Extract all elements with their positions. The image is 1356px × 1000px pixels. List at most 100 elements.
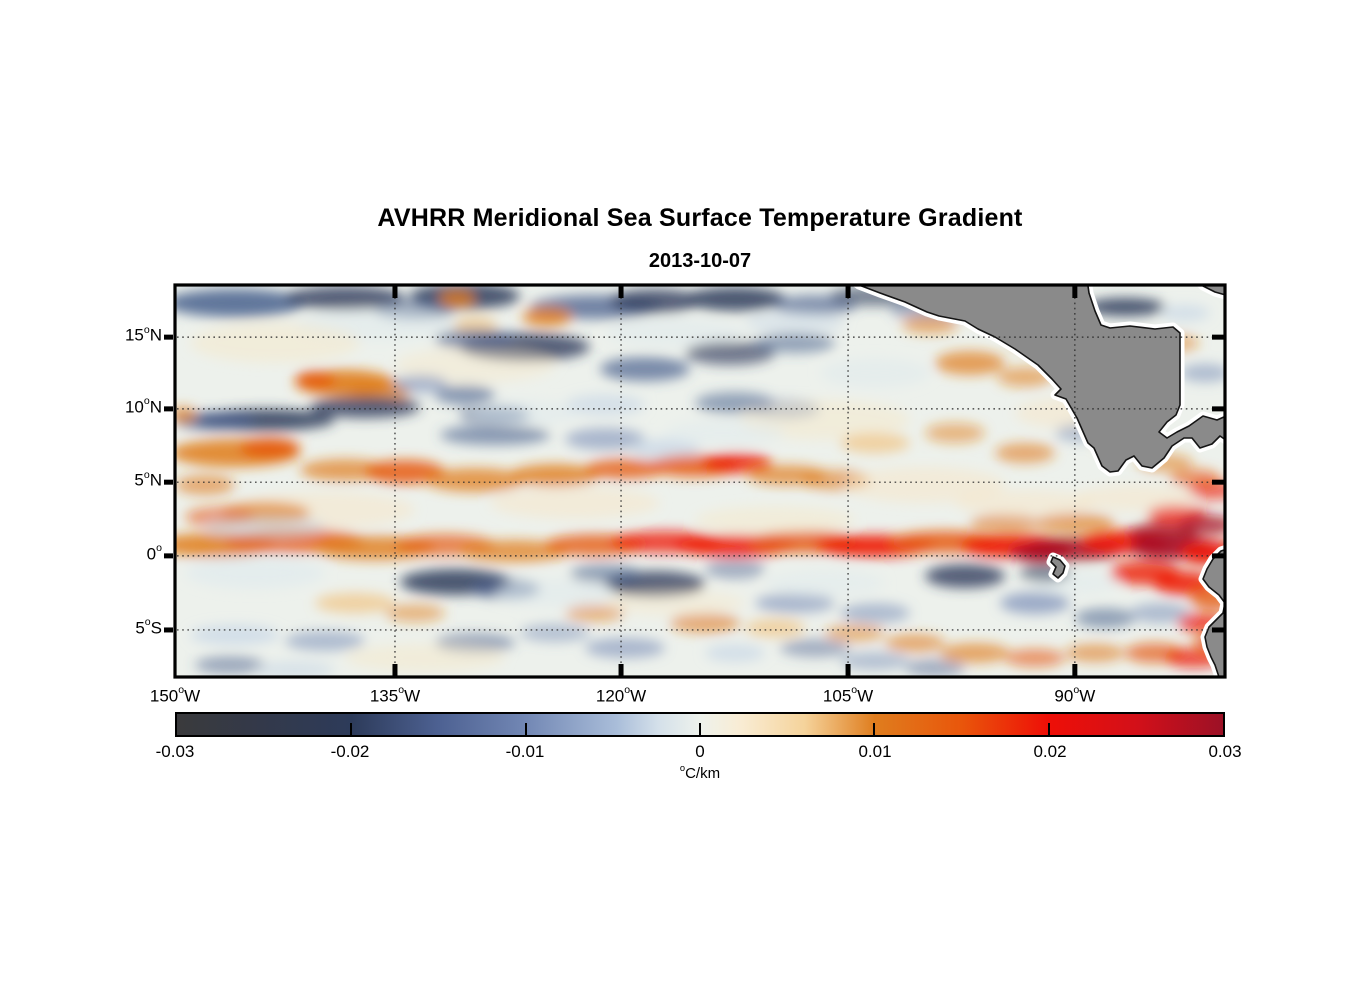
field-blob — [845, 467, 1005, 503]
colorbar-tick-label: -0.03 — [155, 742, 195, 761]
field-blob — [310, 396, 420, 418]
field-blob — [702, 453, 772, 473]
colorbar-tick — [524, 723, 527, 735]
colorbar-tick-label: -0.02 — [330, 742, 370, 761]
field-blob — [955, 490, 1095, 516]
colorbar-tick-label: -0.01 — [505, 742, 545, 761]
field-blob — [585, 459, 665, 479]
field-blob — [935, 351, 1005, 375]
y-tick-label: 10oN — [124, 395, 162, 417]
field-blob — [1075, 608, 1135, 628]
field-blob — [495, 579, 615, 607]
graticule — [177, 287, 1223, 675]
field-blob — [940, 643, 1010, 663]
field-blob — [425, 468, 525, 492]
field-blob — [175, 407, 197, 423]
colorbar-tick — [873, 723, 876, 735]
field-blob — [630, 439, 700, 459]
field-blob — [185, 557, 325, 589]
colorbar-tick — [350, 723, 353, 735]
field-blob — [745, 311, 845, 335]
field-blob — [1130, 603, 1190, 623]
field-blob — [1180, 364, 1225, 382]
field-blob — [780, 639, 850, 657]
field-blob — [565, 394, 645, 416]
land-central-america — [857, 285, 1225, 473]
field-blob — [755, 593, 835, 613]
field-blob — [905, 659, 965, 677]
field-blob — [240, 438, 300, 458]
field-blob — [440, 425, 550, 445]
field-blob — [670, 613, 740, 633]
field-blob — [295, 371, 335, 389]
axis-ticks — [164, 286, 1224, 676]
field-blob — [285, 286, 405, 310]
x-tick-label: 135oW — [369, 684, 421, 706]
field-blob — [175, 475, 235, 495]
field-blob — [610, 289, 700, 313]
x-tick-label: 150oW — [149, 684, 201, 706]
field-blob — [705, 644, 765, 662]
field-blob — [705, 559, 765, 579]
field-blob — [1160, 305, 1210, 321]
field-blob — [365, 460, 445, 484]
field-blob — [840, 603, 910, 623]
field-blob — [285, 631, 365, 651]
land-south-america — [1202, 548, 1225, 677]
field-blob — [453, 317, 497, 333]
field-blob — [745, 619, 805, 637]
y-tick-label: 0o — [146, 542, 162, 564]
x-tick-label: 120oW — [595, 684, 647, 706]
field-blob — [435, 385, 495, 405]
field-blob — [565, 604, 625, 622]
field-blob — [1035, 513, 1115, 533]
field-blob — [765, 569, 885, 597]
field-blobs — [175, 285, 1225, 677]
map-frame — [173, 283, 1227, 679]
field-blob — [885, 634, 945, 652]
field-layer — [175, 285, 1225, 677]
field-blob — [1153, 571, 1213, 595]
field-blob — [395, 347, 555, 383]
field-blob — [255, 661, 335, 677]
field-blob — [510, 464, 600, 486]
field-blob — [460, 540, 570, 562]
plot-subtitle: 2013-10-07 — [648, 250, 752, 272]
colorbar-tick-label: 0.03 — [1208, 742, 1242, 761]
field-blob — [685, 287, 785, 311]
field-blob — [755, 333, 835, 353]
field-blob — [600, 357, 690, 381]
y-tick-label: 15oN — [124, 323, 162, 345]
y-tick-label: 5oS — [135, 616, 162, 638]
field-blob — [345, 644, 505, 672]
field-blob — [925, 564, 1005, 588]
field-blob — [1005, 649, 1065, 667]
plot-title: AVHRR Meridional Sea Surface Temperature… — [377, 204, 1023, 232]
field-blob — [605, 319, 745, 347]
y-tick-label: 5oN — [134, 468, 162, 490]
field-blob — [1065, 644, 1125, 662]
field-blob — [490, 487, 660, 519]
field-blob — [175, 289, 305, 317]
field-blob — [190, 323, 360, 363]
field-blob — [1000, 592, 1070, 614]
colorbar-unit-label: oC/km — [679, 762, 721, 782]
field-blob — [970, 514, 1040, 532]
field-blob — [605, 590, 745, 616]
field-blob — [665, 420, 785, 446]
field-blob — [195, 656, 265, 674]
x-tick-label: 105oW — [822, 684, 874, 706]
field-blob — [685, 341, 775, 365]
colorbar — [175, 712, 1225, 737]
x-tick-label: 90oW — [1054, 684, 1096, 706]
field-blob — [470, 401, 580, 425]
field-blob — [520, 624, 590, 642]
field-blob — [820, 358, 930, 388]
island-galapagos — [1050, 556, 1066, 579]
field-blob — [1085, 298, 1165, 316]
field-blob — [522, 308, 572, 326]
field-blob — [570, 564, 640, 584]
field-blob — [1188, 480, 1225, 500]
field-blob — [1179, 515, 1225, 535]
